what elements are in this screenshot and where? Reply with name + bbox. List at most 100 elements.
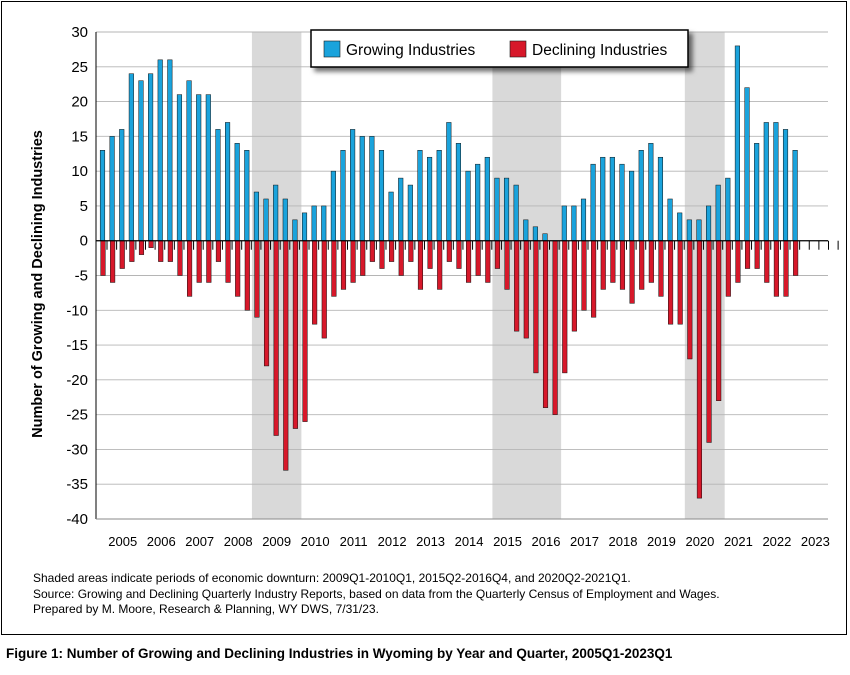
declining-bar — [706, 240, 712, 443]
declining-bar — [417, 240, 424, 290]
declining-bar — [446, 240, 452, 262]
growing-bar — [590, 163, 596, 241]
declining-bar — [398, 240, 404, 276]
note-source: Source: Growing and Declining Quarterly … — [33, 586, 720, 601]
growing-bar — [205, 94, 211, 241]
growing-bar — [292, 219, 298, 241]
declining-bar — [187, 240, 193, 297]
y-axis-label: Number of Growing and Declining Industri… — [30, 130, 46, 438]
declining-bar — [648, 240, 654, 283]
declining-bar — [110, 240, 116, 283]
growing-bar — [378, 150, 385, 241]
declining-bar — [312, 240, 318, 325]
growing-bar — [407, 184, 413, 241]
declining-bar — [177, 240, 183, 276]
figure-frame: 30 25 20 15 10 5 0 -5 -10 -15 -20 -25 -30 -35 -40 2005 2… — [1, 1, 847, 635]
growing-bar — [571, 205, 577, 241]
declining-bar — [283, 240, 289, 471]
growing-bar — [186, 80, 192, 241]
declining-bar — [783, 240, 789, 297]
growing-bar — [388, 191, 394, 241]
x-tick-label: 2010 — [301, 534, 330, 549]
growing-bar — [667, 198, 673, 241]
declining-bar — [129, 240, 135, 262]
declining-bar — [408, 240, 414, 262]
legend-label-declining: Declining Industries — [532, 42, 668, 59]
growing-bar — [532, 226, 538, 241]
declining-bar — [764, 240, 770, 283]
figure-caption: Figure 1: Number of Growing and Declinin… — [6, 646, 673, 661]
declining-bar — [542, 240, 549, 408]
x-tick-label: 2011 — [340, 534, 368, 549]
growing-bar — [782, 129, 789, 241]
growing-bar — [561, 205, 567, 241]
growing-bar — [148, 73, 154, 241]
declining-bar — [581, 240, 587, 311]
declining-bar — [302, 240, 308, 422]
y-tick-label: -40 — [66, 511, 88, 528]
growing-bar — [619, 163, 625, 241]
y-tick-label: 0 — [80, 233, 88, 250]
growing-bar — [686, 219, 692, 241]
declining-bar — [533, 240, 539, 374]
growing-bar — [225, 122, 231, 241]
growing-bar — [398, 177, 404, 241]
declining-bar — [100, 240, 106, 276]
legend-swatch-growing — [323, 40, 341, 58]
declining-bar — [389, 240, 395, 262]
declining-bar — [427, 240, 433, 269]
growing-bar — [773, 122, 779, 241]
growing-bar — [542, 233, 548, 241]
declining-bar — [773, 240, 779, 297]
declining-bar — [591, 240, 597, 318]
declining-bar — [263, 240, 270, 367]
growing-bar — [725, 177, 731, 241]
growing-bar — [657, 156, 664, 241]
growing-bar — [427, 156, 433, 241]
growing-bar — [696, 219, 702, 241]
growing-bar — [446, 122, 452, 241]
x-tick-label: 2016 — [532, 534, 561, 549]
growing-bar — [234, 143, 240, 241]
declining-bar — [562, 240, 568, 374]
x-tick-label: 2017 — [570, 534, 599, 549]
x-tick-label: 2015 — [493, 534, 522, 549]
declining-bar — [138, 240, 145, 255]
growing-bar — [638, 150, 644, 241]
growing-bar — [609, 156, 615, 241]
y-tick-label: -20 — [66, 372, 88, 389]
declining-bar — [677, 240, 683, 325]
x-tick-label: 2009 — [262, 534, 291, 549]
growing-bar — [311, 205, 317, 241]
y-tick-label: 15 — [71, 128, 88, 145]
declining-bar — [379, 240, 385, 269]
growing-bar — [744, 87, 750, 241]
declining-bar — [215, 240, 221, 262]
growing-bar — [677, 212, 683, 241]
growing-bar — [455, 143, 461, 241]
growing-bar — [128, 73, 134, 241]
growing-bar — [273, 184, 279, 241]
declining-bar — [158, 240, 164, 262]
declining-bar — [350, 240, 356, 283]
declining-bar — [244, 240, 250, 311]
growing-bar — [465, 170, 471, 241]
growing-bar — [523, 219, 529, 241]
growing-bar — [734, 45, 740, 241]
declining-bar — [292, 240, 298, 429]
declining-bar — [148, 240, 154, 248]
growing-bar — [359, 136, 365, 241]
growing-bar — [706, 205, 712, 241]
growing-bar — [244, 150, 250, 241]
declining-bar — [639, 240, 645, 290]
y-tick-label: -5 — [75, 268, 88, 285]
declining-bar — [196, 240, 202, 283]
growing-bar — [215, 129, 221, 241]
declining-bar — [687, 240, 693, 360]
growing-bar — [503, 177, 510, 241]
growing-bar — [350, 129, 356, 241]
growing-bar — [436, 150, 442, 241]
legend-swatch-declining — [509, 40, 527, 58]
growing-bar — [792, 150, 798, 241]
